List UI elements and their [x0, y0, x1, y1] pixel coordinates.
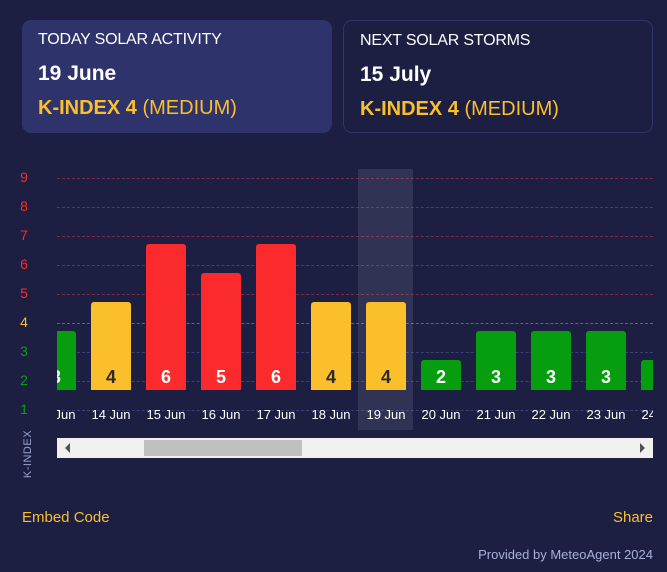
x-tick-label: 23 Jun: [586, 407, 626, 422]
today-highlight: [358, 169, 413, 430]
card-date: 15 July: [360, 63, 432, 86]
bar-16-jun[interactable]: 5: [201, 273, 241, 390]
bar-value-label: 3: [600, 367, 611, 387]
bar-value-label: 4: [325, 367, 336, 387]
x-tick-label: 17 Jun: [256, 407, 296, 422]
today-solar-activity-card: TODAY SOLAR ACTIVITY 19 June K-INDEX 4 (…: [22, 20, 332, 133]
bar-15-jun[interactable]: 6: [146, 244, 186, 390]
bar-value-label: 4: [105, 367, 116, 387]
x-tick-label: 16 Jun: [201, 407, 241, 422]
card-title: NEXT SOLAR STORMS: [360, 32, 531, 49]
gridline: [57, 323, 653, 324]
share-link[interactable]: Share: [612, 509, 653, 526]
x-tick-label: 13 Jun: [57, 407, 76, 422]
y-tick-label: 8: [20, 198, 28, 214]
card-date: 19 June: [38, 62, 117, 85]
bar-value-label: 3: [545, 367, 556, 387]
bar-19-jun[interactable]: 4: [366, 302, 406, 390]
scrollbar-thumb[interactable]: [144, 440, 302, 456]
bar-value-label: 6: [270, 367, 281, 387]
gridline: [57, 410, 653, 411]
bar-18-jun[interactable]: 4: [311, 302, 351, 390]
y-tick-label: 5: [20, 285, 28, 301]
x-tick-label: 22 Jun: [531, 407, 571, 422]
gridline: [57, 265, 653, 266]
x-tick-label: 14 Jun: [91, 407, 131, 422]
card-title: TODAY SOLAR ACTIVITY: [38, 31, 222, 48]
y-tick-label: 3: [20, 343, 28, 359]
bar-value-label: 5: [215, 367, 226, 387]
x-tick-label: 18 Jun: [311, 407, 351, 422]
credit-text: Provided by MeteoAgent 2024: [478, 547, 653, 562]
embed-code-link[interactable]: Embed Code: [22, 509, 110, 526]
gridline: [57, 207, 653, 208]
x-tick-label: 19 Jun: [366, 407, 406, 422]
bar-23-jun[interactable]: 3: [586, 331, 626, 390]
kindex-bar-chart: 3 13 Jun 4 14 Jun 6 15 Jun 5 16 Jun 6 17 Jun 4 18 J…: [57, 160, 653, 430]
x-tick-label: 24 Jun: [641, 407, 653, 422]
gridline: [57, 236, 653, 237]
bar-20-jun[interactable]: 2: [421, 360, 461, 390]
chart-scrollbar[interactable]: [57, 438, 653, 458]
kindex-level: (MEDIUM): [142, 97, 237, 119]
bar-value-label: 3: [490, 367, 501, 387]
bar-22-jun[interactable]: 3: [531, 331, 571, 390]
card-kindex: K-INDEX 4 (MEDIUM): [38, 97, 316, 120]
bar-value-label: 6: [160, 367, 171, 387]
y-tick-label: 6: [20, 256, 28, 272]
kindex-value: K-INDEX 4: [360, 98, 459, 120]
card-kindex: K-INDEX 4 (MEDIUM): [360, 98, 636, 121]
bar-21-jun[interactable]: 3: [476, 331, 516, 390]
y-tick-label: 2: [20, 372, 28, 388]
y-tick-label: 9: [20, 169, 28, 185]
bar-value-label: 2: [641, 367, 653, 388]
bar-value-label: 4: [380, 367, 391, 387]
x-tick-label: 21 Jun: [476, 407, 516, 422]
bar-13-jun[interactable]: 3: [57, 331, 76, 390]
bar-17-jun[interactable]: 6: [256, 244, 296, 390]
x-tick-label: 20 Jun: [421, 407, 461, 422]
kindex-level: (MEDIUM): [464, 98, 559, 120]
x-tick-label: 15 Jun: [146, 407, 186, 422]
gridline: [57, 294, 653, 295]
y-tick-label: 1: [20, 401, 28, 417]
y-tick-label: 4: [20, 314, 28, 330]
gridline: [57, 178, 653, 179]
y-tick-label: 7: [20, 227, 28, 243]
bar-value-label: 2: [435, 367, 446, 387]
scroll-right-arrow-icon[interactable]: [640, 443, 645, 453]
kindex-value: K-INDEX 4: [38, 97, 137, 119]
gridline: [57, 381, 653, 382]
scroll-left-arrow-icon[interactable]: [65, 443, 70, 453]
bar-24-jun[interactable]: 2: [641, 360, 653, 390]
next-solar-storms-card: NEXT SOLAR STORMS 15 July K-INDEX 4 (MED…: [343, 20, 653, 133]
bar-value-label: 3: [57, 367, 76, 388]
bar-14-jun[interactable]: 4: [91, 302, 131, 390]
y-axis-label: K-INDEX: [22, 429, 34, 479]
gridline: [57, 352, 653, 353]
